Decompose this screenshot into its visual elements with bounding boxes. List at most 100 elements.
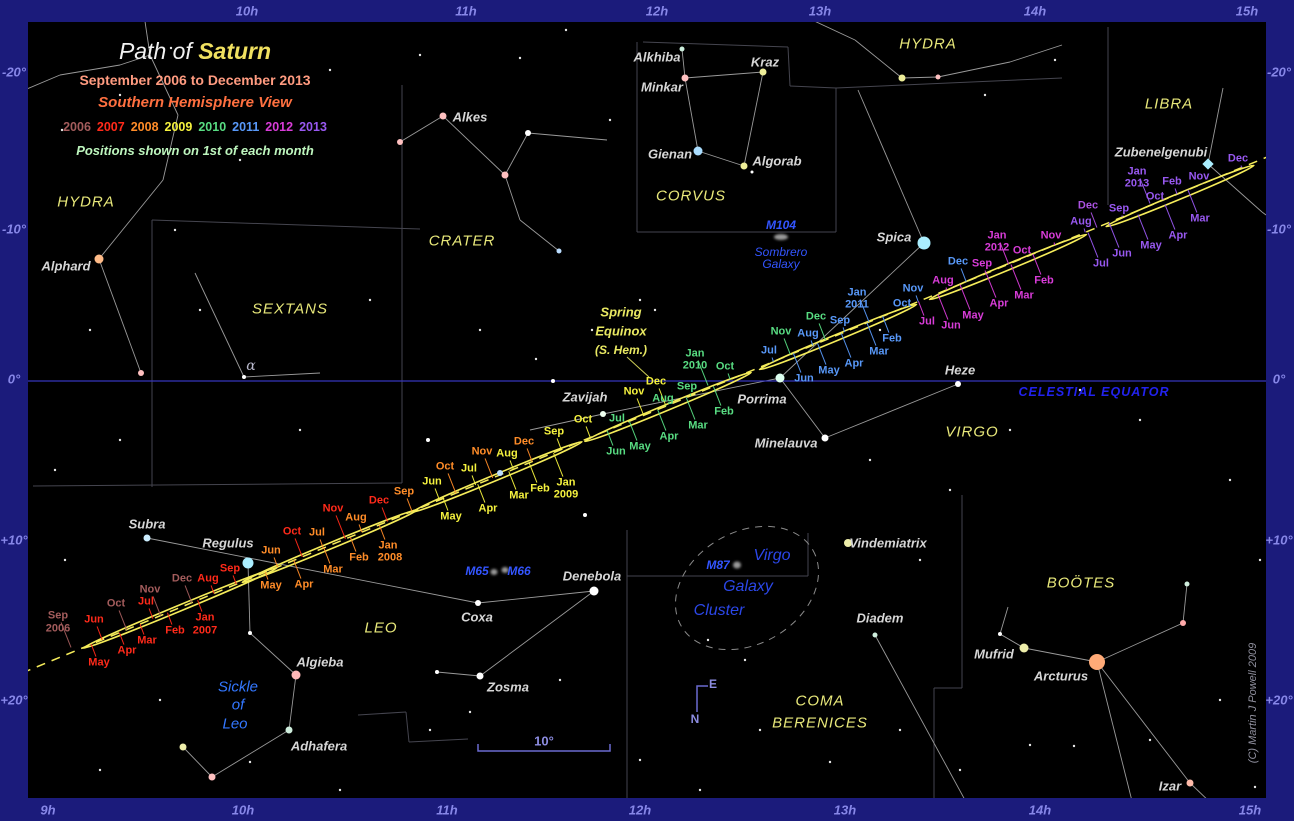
star-dot — [681, 74, 689, 82]
month-label-sep-2006: Sep — [47, 609, 69, 622]
background-star — [948, 488, 952, 492]
galaxy-blob — [501, 567, 509, 573]
month-label-jul-2011: Jul — [761, 344, 777, 357]
month-label-jul-2010: Jul — [609, 412, 625, 425]
title-block: Path of Saturn September 2006 to Decembe… — [40, 38, 350, 158]
deepsky-label-m104: M104 — [765, 218, 797, 232]
month-tick — [771, 357, 774, 362]
month-tick — [636, 398, 645, 416]
month-tick — [859, 299, 870, 323]
axis-ra-bottom-13h: 13h — [833, 802, 857, 818]
month-label-oct-2008: Oct — [435, 460, 455, 473]
month-label-2013-2013: 2013 — [1124, 177, 1150, 190]
month-tick — [817, 343, 827, 365]
star-dot — [242, 375, 246, 379]
month-label-2009-2009: 2009 — [553, 488, 579, 501]
month-label-nov-2006: Nov — [139, 583, 161, 596]
month-label-dec-2006: Dec — [171, 572, 193, 585]
month-tick — [1187, 189, 1198, 213]
constellation-boundary-line — [789, 85, 837, 89]
month-label-oct-2013: Oct — [1145, 190, 1165, 203]
axis-ra-bottom-11h: 11h — [436, 802, 458, 818]
background-star — [60, 128, 64, 132]
constellation-line — [999, 606, 1009, 635]
star-label-minkar: Minkar — [641, 79, 683, 95]
constellation-line — [857, 89, 925, 244]
star-dot — [143, 534, 151, 542]
background-star — [758, 728, 762, 732]
constellation-label-sextans: SEXTANS — [252, 300, 328, 318]
star-dot — [94, 254, 104, 264]
constellation-line — [529, 413, 604, 431]
background-star — [608, 118, 612, 122]
legend-year-2007: 2007 — [96, 120, 125, 134]
month-label-may-2009: May — [440, 510, 462, 523]
constellation-line — [98, 179, 164, 260]
axis-ra-top-12h: 12h — [645, 3, 669, 19]
star-label-diadem: Diadem — [856, 610, 904, 626]
background-star — [1218, 698, 1222, 702]
month-tick — [118, 632, 125, 645]
month-label-apr-2008: Apr — [294, 578, 314, 591]
constellation-line — [479, 590, 595, 677]
month-tick — [840, 333, 852, 358]
month-tick — [442, 498, 449, 511]
star-dot — [1184, 581, 1190, 587]
constellation-label-hydra: HYDRA — [899, 35, 957, 53]
month-tick — [556, 438, 562, 450]
celestial-equator-label: CELESTIAL EQUATOR — [1018, 385, 1170, 399]
month-label-jun-2012: Jun — [941, 319, 961, 332]
copyright: (C) Martin J Powell 2009 — [1247, 642, 1259, 764]
month-tick — [447, 473, 457, 494]
month-tick — [1090, 212, 1098, 228]
background-star — [918, 558, 922, 562]
month-label-jun-2013: Jun — [1112, 247, 1132, 260]
axis-dec-left: 0° — [7, 371, 21, 387]
month-tick — [1053, 242, 1056, 246]
month-label-jan-2009: Jan — [556, 476, 576, 489]
month-tick — [148, 608, 154, 619]
deepsky-label-sombrero: Sombrero — [754, 245, 808, 259]
constellation-line — [247, 562, 251, 634]
month-label-aug-2011: Aug — [797, 327, 819, 340]
star-label-izar: Izar — [1158, 778, 1182, 794]
constellation-line — [937, 61, 1011, 78]
constellation-line — [436, 671, 481, 677]
month-tick — [882, 316, 890, 333]
month-label-jan-2007: Jan — [195, 611, 215, 624]
month-label-dec-2008: Dec — [513, 435, 535, 448]
month-tick — [1108, 222, 1120, 248]
constellation-boundary-line — [357, 711, 407, 716]
month-tick — [294, 538, 303, 558]
month-tick — [509, 460, 514, 470]
star-dot — [750, 170, 754, 174]
month-tick — [335, 515, 346, 540]
chart-area — [28, 22, 1266, 798]
star-label-regulus: Regulus — [202, 535, 254, 551]
constellation-line — [1009, 44, 1063, 63]
axis-ra-top-14h: 14h — [1023, 3, 1047, 19]
star-dot — [501, 171, 509, 179]
month-label-2011-2011: 2011 — [845, 298, 869, 311]
month-tick — [985, 273, 997, 298]
star-dot — [208, 773, 216, 781]
month-label-dec-2012: Dec — [1077, 199, 1099, 212]
month-label-jul-2012: Jul — [919, 315, 935, 328]
star-dot — [242, 557, 254, 569]
month-label-may-2011: May — [818, 364, 840, 377]
month-label-oct-2009: Oct — [573, 413, 593, 426]
constellation-boundary-line — [408, 738, 469, 743]
month-label-mar-2013: Mar — [1190, 212, 1210, 225]
month-tick — [999, 242, 1010, 265]
constellation-line — [901, 76, 939, 79]
month-label-jun-2009: Jun — [422, 475, 442, 488]
star-label-algieba: Algieba — [296, 654, 344, 670]
month-label-jun-2007: Jun — [84, 613, 104, 626]
background-star — [878, 328, 882, 332]
star-label-minelauva: Minelauva — [754, 435, 818, 451]
axis-ra-bottom-10h: 10h — [231, 802, 255, 818]
saturn-retrograde-loop — [241, 508, 419, 584]
month-tick — [553, 452, 564, 477]
month-tick — [118, 610, 128, 630]
